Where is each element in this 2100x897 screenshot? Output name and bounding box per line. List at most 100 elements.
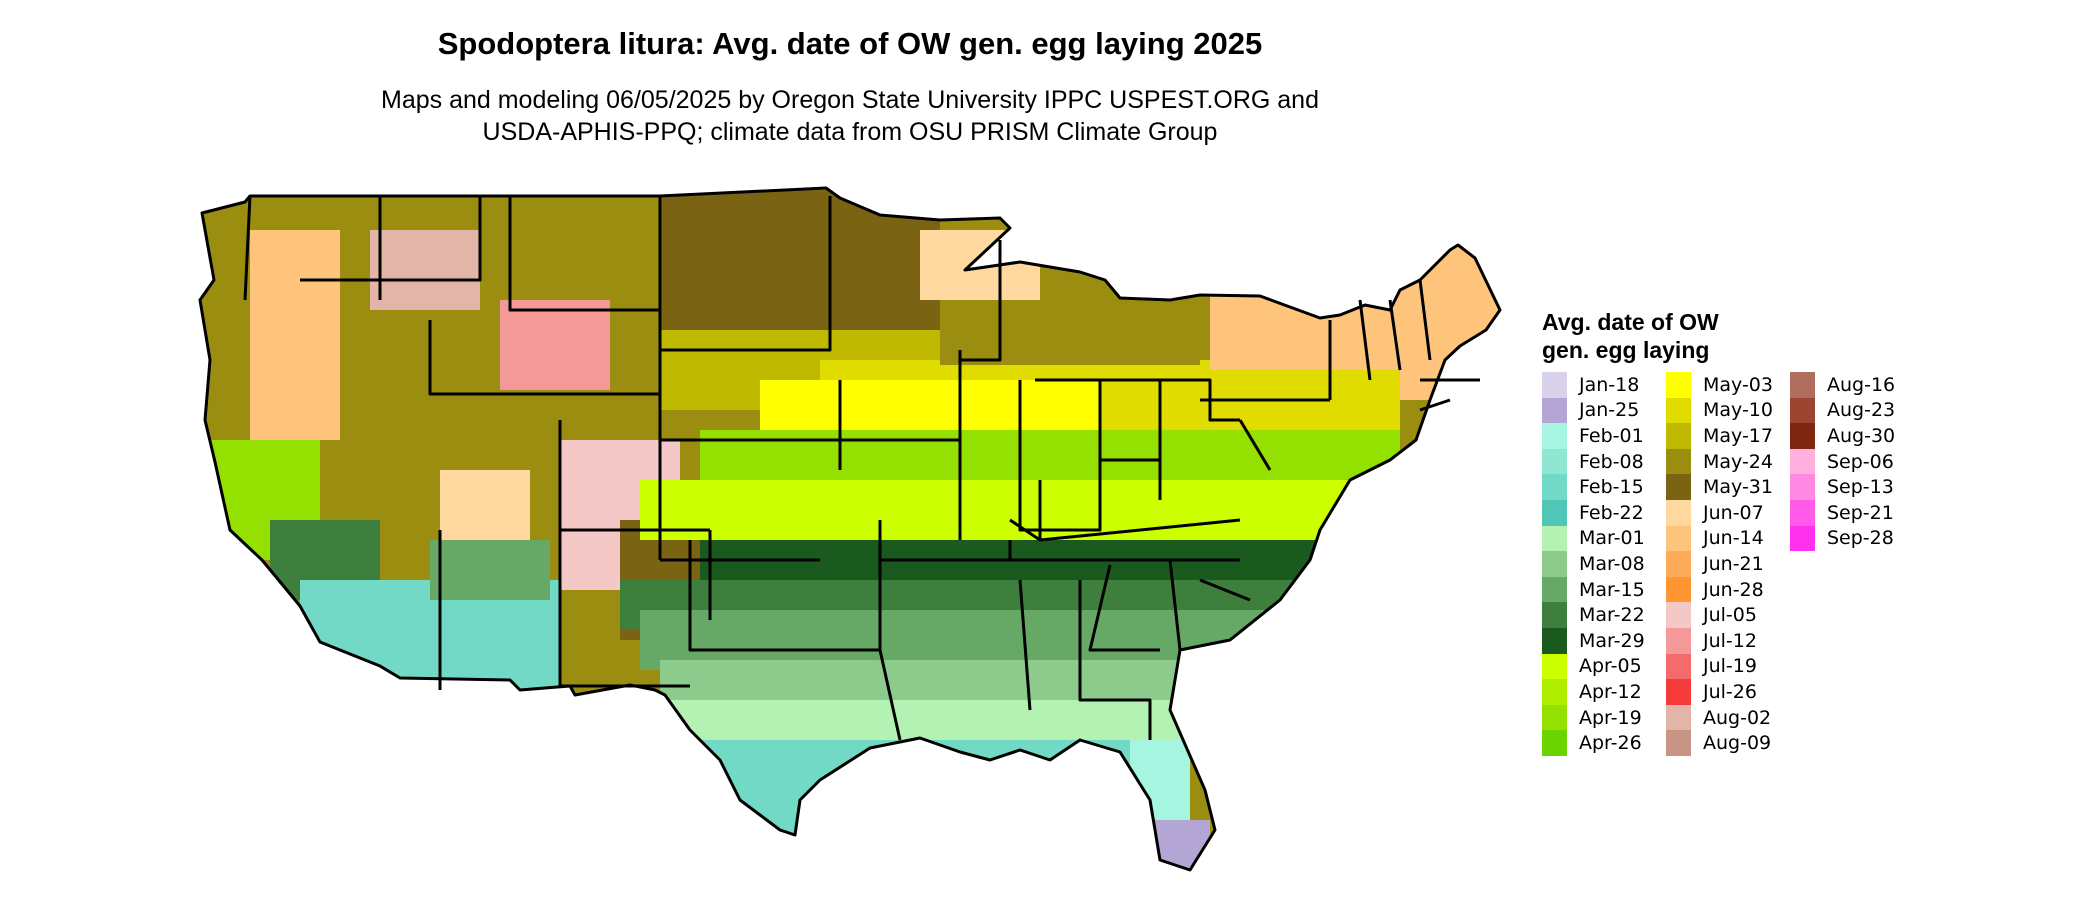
legend-item: Feb-22 [1542,499,1666,526]
legend-swatch [1542,704,1567,731]
legend-item: May-03 [1666,372,1790,398]
legend-label: Jul-26 [1703,680,1757,703]
legend-swatch [1542,679,1567,705]
legend-swatch [1542,448,1567,475]
legend-item: Apr-19 [1542,704,1666,731]
legend-column: May-03 May-10 May-17 May-24 May-31 Jun-07 Jun-… [1666,372,1790,756]
legend-swatch [1542,551,1567,577]
legend-label: May-03 [1703,373,1773,396]
legend-swatch [1542,730,1567,756]
legend-swatch [1666,448,1691,475]
legend-item: Jan-25 [1542,397,1666,424]
legend-item: Sep-13 [1790,474,1914,500]
legend-label: Jul-19 [1703,655,1757,678]
legend-swatch [1790,499,1815,526]
legend-swatch [1666,474,1691,500]
legend-label: Apr-05 [1579,655,1642,678]
legend-label: May-24 [1703,450,1773,473]
legend-label: Jul-12 [1703,629,1757,652]
legend-label: May-31 [1703,476,1773,499]
legend-title: Avg. date of OW gen. egg laying [1542,308,1802,364]
legend-item: May-10 [1666,397,1790,424]
legend-label: Feb-08 [1579,450,1644,473]
legend-label: Apr-26 [1579,732,1642,755]
legend-label: Jan-18 [1579,373,1640,396]
legend-swatch [1666,576,1691,603]
legend-label: Mar-22 [1579,604,1645,627]
legend-item: Sep-21 [1790,499,1914,526]
phenology-raster [200,188,1500,870]
legend-label: Aug-09 [1703,732,1772,755]
legend-swatch [1666,423,1691,449]
legend-swatch [1666,499,1691,526]
legend-swatch [1542,576,1567,603]
legend-item: Jan-18 [1542,372,1666,398]
legend-item: May-24 [1666,448,1790,475]
legend-swatch [1542,423,1567,449]
legend-swatch [1666,679,1691,705]
legend-swatch [1542,397,1567,424]
legend-label: Mar-29 [1579,629,1645,652]
legend-item: Mar-08 [1542,551,1666,577]
legend-label: Jul-05 [1703,604,1757,627]
legend-swatch [1542,525,1567,552]
legend-label: Jun-14 [1703,527,1764,550]
legend-column: Jan-18 Jan-25 Feb-01 Feb-08 Feb-15 Feb-22 Mar-… [1542,372,1666,756]
legend-item: Mar-01 [1542,525,1666,552]
legend-label: Feb-22 [1579,501,1644,524]
legend-label: Aug-30 [1827,424,1896,447]
legend-swatch [1666,525,1691,552]
legend-item: Apr-26 [1542,730,1666,756]
legend-swatch [1542,602,1567,628]
legend-label: Sep-06 [1827,450,1894,473]
legend-label: Jun-07 [1703,501,1764,524]
legend-item: Feb-08 [1542,448,1666,475]
legend-swatch [1666,602,1691,628]
subtitle-line-1: Maps and modeling 06/05/2025 by Oregon S… [381,86,1319,114]
legend-item: Jul-19 [1666,653,1790,680]
legend-item: Feb-15 [1542,474,1666,500]
legend-swatch [1666,551,1691,577]
legend-item: Aug-16 [1790,372,1914,398]
legend-item: Apr-05 [1542,653,1666,680]
legend-swatch [1542,499,1567,526]
legend-item: Aug-09 [1666,730,1790,756]
legend-label: Feb-15 [1579,476,1644,499]
legend-swatch [1790,474,1815,500]
legend-swatch [1666,372,1691,398]
legend-swatch [1790,423,1815,449]
legend-item: Apr-12 [1542,679,1666,705]
map-legend: Avg. date of OW gen. egg laying Jan-18 Ja… [1542,308,1914,756]
legend-label: Mar-08 [1579,552,1645,575]
legend-label: Sep-21 [1827,501,1894,524]
legend-label: Apr-12 [1579,680,1642,703]
legend-column: Aug-16 Aug-23 Aug-30 Sep-06 Sep-13 Sep-21 Sep-… [1790,372,1914,756]
legend-label: Aug-02 [1703,706,1772,729]
legend-item: Jul-12 [1666,627,1790,654]
legend-label: Mar-01 [1579,527,1645,550]
legend-item: Aug-30 [1790,423,1914,449]
legend-swatch [1542,474,1567,500]
legend-label: May-17 [1703,424,1773,447]
legend-swatch [1790,448,1815,475]
legend-item: Sep-06 [1790,448,1914,475]
legend-label: Jun-28 [1703,578,1764,601]
legend-swatch [1666,730,1691,756]
legend-label: Sep-28 [1827,527,1894,550]
legend-item: Jul-05 [1666,602,1790,628]
legend-swatch [1542,653,1567,680]
legend-swatch [1666,653,1691,680]
legend-item: Sep-28 [1790,525,1914,552]
legend-title-line-1: Avg. date of OW [1542,309,1719,335]
legend-swatch [1790,525,1815,552]
legend-label: Sep-13 [1827,476,1894,499]
map-title: Spodoptera litura: Avg. date of OW gen. … [437,26,1263,61]
legend-swatch [1666,627,1691,654]
legend-label: Feb-01 [1579,424,1644,447]
legend-item: May-17 [1666,423,1790,449]
legend-item: Jun-21 [1666,551,1790,577]
legend-columns: Jan-18 Jan-25 Feb-01 Feb-08 Feb-15 Feb-22 Mar-… [1542,372,1914,756]
legend-item: Jun-07 [1666,499,1790,526]
legend-swatch [1666,704,1691,731]
legend-item: Aug-23 [1790,397,1914,424]
